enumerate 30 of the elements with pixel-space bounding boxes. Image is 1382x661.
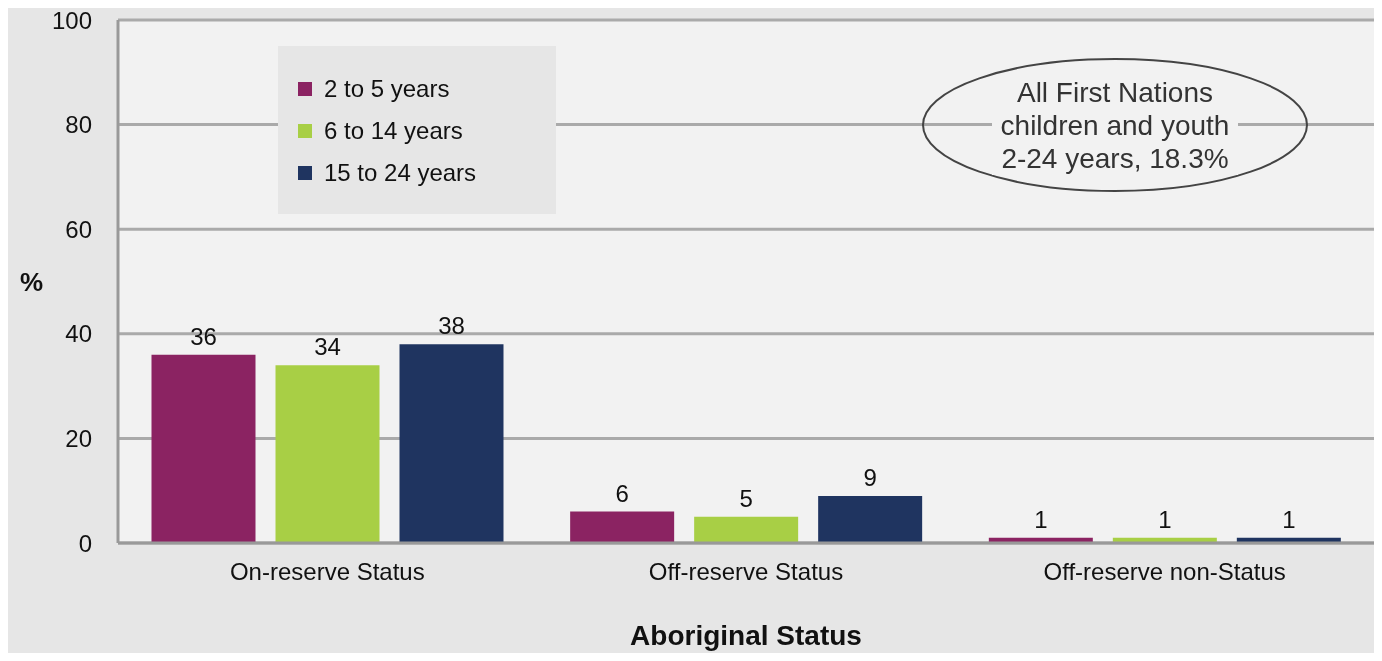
y-tick-label: 0 <box>78 529 92 557</box>
bar <box>818 495 923 543</box>
y-tick-label: 80 <box>65 111 92 139</box>
y-tick-label: 20 <box>65 424 92 452</box>
x-tick-label: On-reserve Status <box>229 558 425 586</box>
data-label: 6 <box>615 479 629 507</box>
bar <box>570 511 675 543</box>
data-label: 9 <box>863 463 877 491</box>
legend-label: 6 to 14 years <box>324 116 463 146</box>
y-tick-label: 40 <box>65 320 92 348</box>
data-label: 1 <box>1282 505 1296 533</box>
legend-label: 15 to 24 years <box>324 158 477 188</box>
x-tick-label: Off-reserve Status <box>648 558 844 586</box>
bar <box>694 516 799 543</box>
y-axis-title: % <box>20 266 44 297</box>
x-tick-label: Off-reserve non-Status <box>1043 558 1286 586</box>
x-axis-title: Aboriginal Status <box>630 620 862 651</box>
bar <box>275 365 380 543</box>
data-label: 38 <box>438 312 465 340</box>
data-label: 36 <box>190 322 217 350</box>
y-tick-label: 100 <box>51 6 92 34</box>
y-tick-label: 60 <box>65 215 92 243</box>
bar <box>151 354 256 543</box>
bar <box>399 344 504 543</box>
data-label: 1 <box>1034 505 1048 533</box>
data-label: 5 <box>739 484 753 512</box>
annotation: All First Nations children and youth 2-24 years, 18.3% <box>992 75 1238 175</box>
data-label: 34 <box>314 333 341 361</box>
data-label: 1 <box>1158 505 1172 533</box>
legend-label: 2 to 5 years <box>324 74 450 104</box>
